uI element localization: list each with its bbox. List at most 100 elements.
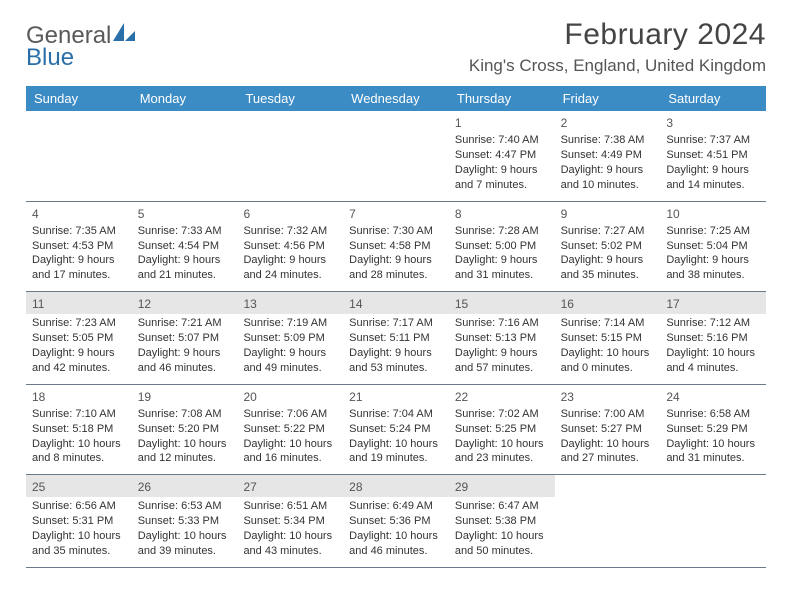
daylight-line: and 16 minutes. [243, 451, 337, 466]
sunset-line: Sunset: 4:54 PM [138, 239, 232, 254]
calendar-cell: 4Sunrise: 7:35 AMSunset: 4:53 PMDaylight… [26, 202, 132, 292]
weekday-header: Saturday [660, 86, 766, 111]
calendar-cell-empty [237, 111, 343, 201]
daylight-line: Daylight: 10 hours [455, 529, 549, 544]
day-number: 19 [138, 389, 232, 405]
calendar-cell: 6Sunrise: 7:32 AMSunset: 4:56 PMDaylight… [237, 202, 343, 292]
sail-icon [113, 22, 135, 50]
sunrise-line: Sunrise: 7:37 AM [666, 133, 760, 148]
sunset-line: Sunset: 4:53 PM [32, 239, 126, 254]
daylight-line: Daylight: 10 hours [666, 437, 760, 452]
calendar-cell: 14Sunrise: 7:17 AMSunset: 5:11 PMDayligh… [343, 292, 449, 384]
calendar-cell: 15Sunrise: 7:16 AMSunset: 5:13 PMDayligh… [449, 292, 555, 384]
daylight-line: Daylight: 9 hours [32, 253, 126, 268]
sunrise-line: Sunrise: 7:10 AM [32, 407, 126, 422]
daylight-line: Daylight: 9 hours [455, 163, 549, 178]
sunrise-line: Sunrise: 7:30 AM [349, 224, 443, 239]
daylight-line: Daylight: 9 hours [349, 346, 443, 361]
day-number: 4 [32, 206, 126, 222]
daylight-line: Daylight: 9 hours [666, 163, 760, 178]
daylight-line: and 27 minutes. [561, 451, 655, 466]
calendar-cell-empty [343, 111, 449, 201]
sunrise-line: Sunrise: 7:21 AM [138, 316, 232, 331]
daylight-line: and 35 minutes. [561, 268, 655, 283]
sunrise-line: Sunrise: 6:51 AM [243, 499, 337, 514]
day-number: 11 [26, 292, 132, 314]
daylight-line: Daylight: 10 hours [138, 437, 232, 452]
calendar-cell: 12Sunrise: 7:21 AMSunset: 5:07 PMDayligh… [132, 292, 238, 384]
calendar-week: 4Sunrise: 7:35 AMSunset: 4:53 PMDaylight… [26, 202, 766, 293]
daylight-line: and 57 minutes. [455, 361, 549, 376]
calendar-cell: 13Sunrise: 7:19 AMSunset: 5:09 PMDayligh… [237, 292, 343, 384]
sunset-line: Sunset: 5:25 PM [455, 422, 549, 437]
sunset-line: Sunset: 5:11 PM [349, 331, 443, 346]
calendar-cell: 17Sunrise: 7:12 AMSunset: 5:16 PMDayligh… [660, 292, 766, 384]
sunset-line: Sunset: 5:20 PM [138, 422, 232, 437]
daylight-line: Daylight: 10 hours [243, 529, 337, 544]
sunset-line: Sunset: 5:02 PM [561, 239, 655, 254]
sunrise-line: Sunrise: 7:16 AM [455, 316, 549, 331]
sunrise-line: Sunrise: 7:40 AM [455, 133, 549, 148]
day-number: 17 [660, 292, 766, 314]
calendar-cell: 24Sunrise: 6:58 AMSunset: 5:29 PMDayligh… [660, 385, 766, 475]
day-number: 1 [455, 115, 549, 131]
sunrise-line: Sunrise: 6:47 AM [455, 499, 549, 514]
day-number: 26 [132, 475, 238, 497]
daylight-line: Daylight: 9 hours [138, 346, 232, 361]
daylight-line: and 19 minutes. [349, 451, 443, 466]
daylight-line: Daylight: 9 hours [243, 346, 337, 361]
sunrise-line: Sunrise: 7:27 AM [561, 224, 655, 239]
daylight-line: Daylight: 10 hours [32, 529, 126, 544]
calendar-week: 1Sunrise: 7:40 AMSunset: 4:47 PMDaylight… [26, 111, 766, 202]
sunset-line: Sunset: 5:05 PM [32, 331, 126, 346]
sunrise-line: Sunrise: 7:12 AM [666, 316, 760, 331]
calendar-cell: 18Sunrise: 7:10 AMSunset: 5:18 PMDayligh… [26, 385, 132, 475]
weekday-header: Wednesday [343, 86, 449, 111]
calendar-cell: 10Sunrise: 7:25 AMSunset: 5:04 PMDayligh… [660, 202, 766, 292]
daylight-line: Daylight: 10 hours [138, 529, 232, 544]
calendar-cell-empty [555, 475, 661, 567]
sunset-line: Sunset: 5:16 PM [666, 331, 760, 346]
sunset-line: Sunset: 4:49 PM [561, 148, 655, 163]
sunrise-line: Sunrise: 7:25 AM [666, 224, 760, 239]
sunset-line: Sunset: 5:09 PM [243, 331, 337, 346]
calendar-cell-empty [660, 475, 766, 567]
daylight-line: Daylight: 9 hours [138, 253, 232, 268]
day-number: 3 [666, 115, 760, 131]
daylight-line: Daylight: 9 hours [243, 253, 337, 268]
sunrise-line: Sunrise: 7:00 AM [561, 407, 655, 422]
calendar-cell: 9Sunrise: 7:27 AMSunset: 5:02 PMDaylight… [555, 202, 661, 292]
daylight-line: Daylight: 10 hours [455, 437, 549, 452]
day-number: 22 [455, 389, 549, 405]
day-number: 7 [349, 206, 443, 222]
sunset-line: Sunset: 4:47 PM [455, 148, 549, 163]
calendar-week: 25Sunrise: 6:56 AMSunset: 5:31 PMDayligh… [26, 475, 766, 568]
calendar-cell: 11Sunrise: 7:23 AMSunset: 5:05 PMDayligh… [26, 292, 132, 384]
daylight-line: and 8 minutes. [32, 451, 126, 466]
sunrise-line: Sunrise: 6:49 AM [349, 499, 443, 514]
sunrise-line: Sunrise: 7:19 AM [243, 316, 337, 331]
page-header: General February 2024 King's Cross, Engl… [26, 18, 766, 76]
day-number: 16 [555, 292, 661, 314]
daylight-line: and 42 minutes. [32, 361, 126, 376]
daylight-line: Daylight: 10 hours [561, 437, 655, 452]
daylight-line: and 31 minutes. [666, 451, 760, 466]
sunrise-line: Sunrise: 6:56 AM [32, 499, 126, 514]
sunset-line: Sunset: 4:51 PM [666, 148, 760, 163]
sunrise-line: Sunrise: 6:58 AM [666, 407, 760, 422]
sunrise-line: Sunrise: 7:06 AM [243, 407, 337, 422]
daylight-line: and 50 minutes. [455, 544, 549, 559]
sunset-line: Sunset: 5:04 PM [666, 239, 760, 254]
sunset-line: Sunset: 5:15 PM [561, 331, 655, 346]
daylight-line: Daylight: 10 hours [349, 529, 443, 544]
sunset-line: Sunset: 5:36 PM [349, 514, 443, 529]
sunrise-line: Sunrise: 7:17 AM [349, 316, 443, 331]
title-block: February 2024 King's Cross, England, Uni… [469, 18, 766, 76]
daylight-line: and 24 minutes. [243, 268, 337, 283]
daylight-line: and 46 minutes. [138, 361, 232, 376]
day-number: 2 [561, 115, 655, 131]
sunrise-line: Sunrise: 7:08 AM [138, 407, 232, 422]
calendar-cell: 22Sunrise: 7:02 AMSunset: 5:25 PMDayligh… [449, 385, 555, 475]
calendar-cell: 5Sunrise: 7:33 AMSunset: 4:54 PMDaylight… [132, 202, 238, 292]
month-title: February 2024 [469, 18, 766, 52]
